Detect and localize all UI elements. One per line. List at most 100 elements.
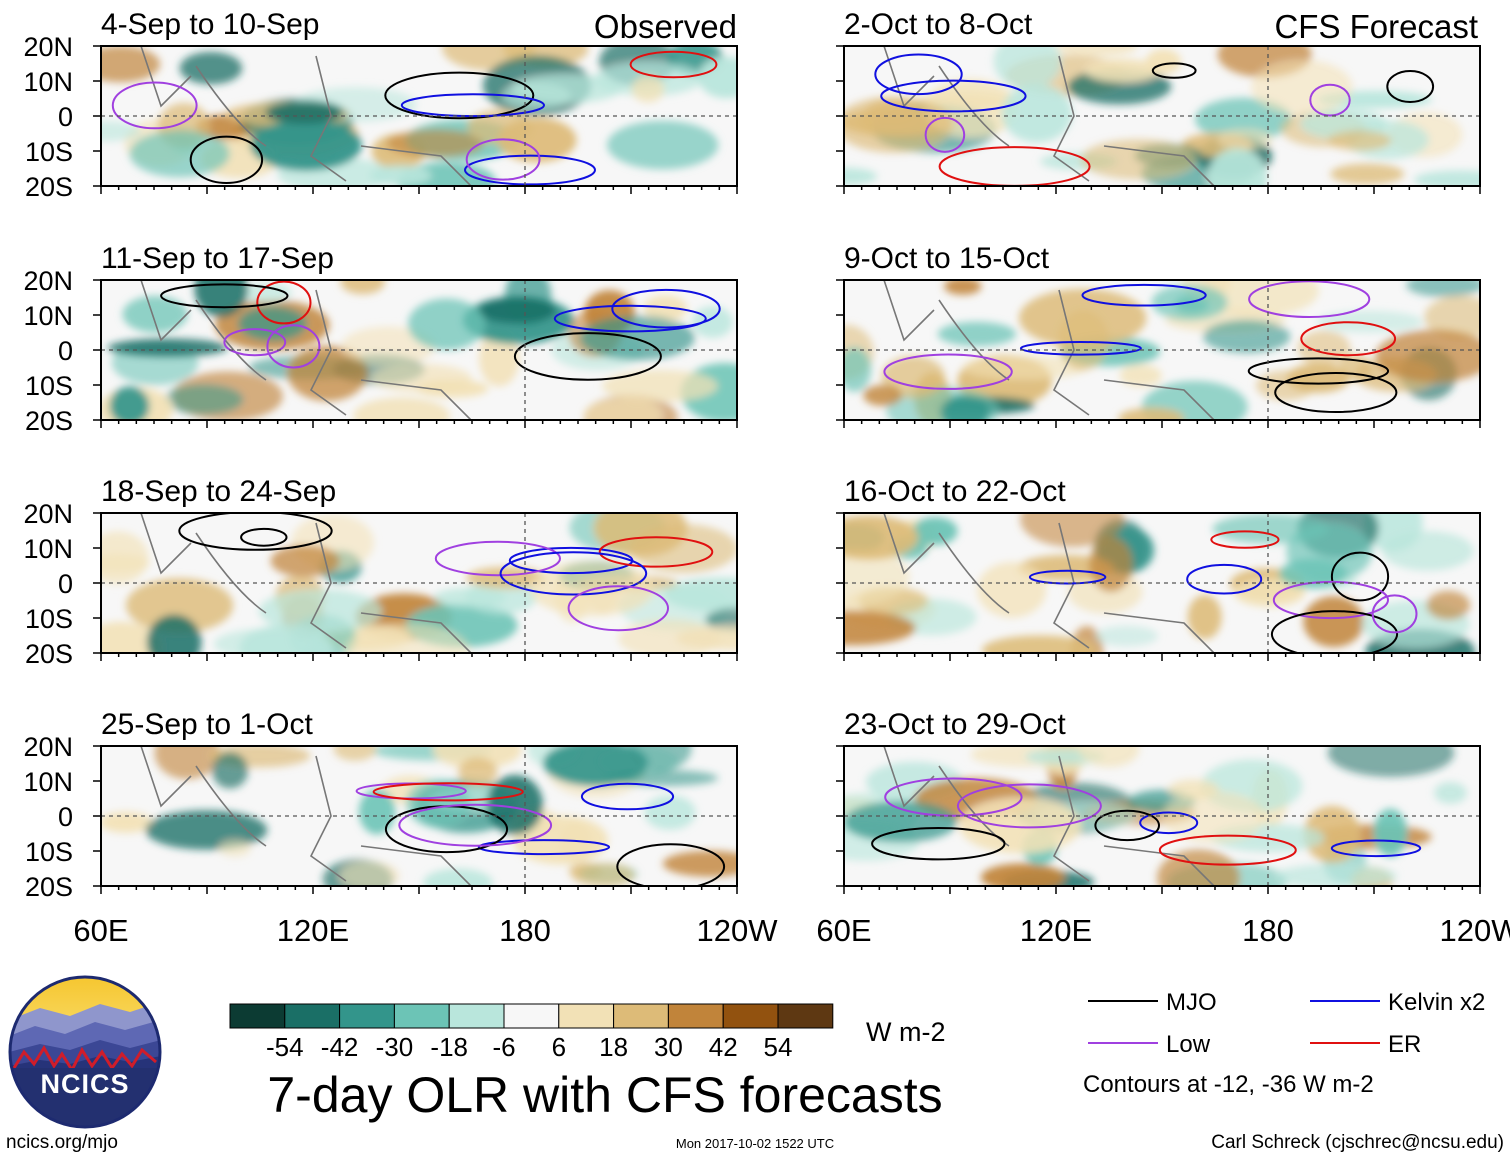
colorbar-label: -30 <box>376 1032 414 1062</box>
colorbar-label: -6 <box>492 1032 515 1062</box>
wave-contours <box>111 50 718 186</box>
y-tick-label: 20N <box>23 499 73 529</box>
y-tick-label: 20S <box>25 172 73 202</box>
wave-contours <box>355 782 726 886</box>
coastlines <box>883 46 1215 186</box>
colorbar-swatch <box>558 1003 615 1029</box>
coastlines <box>140 746 472 886</box>
legend-label: ER <box>1388 1031 1421 1058</box>
colorbar-label: 6 <box>552 1032 566 1062</box>
panel-title: 9-Oct to 15-Oct <box>844 242 1050 275</box>
map-panel: 23-Oct to 29-Oct <box>836 708 1481 894</box>
x-tick-label: 120E <box>277 913 349 948</box>
legend: MJO Kelvin x2 Low ER <box>1088 989 1485 1058</box>
map-panel: 20N 10N 0 10S 20S 25-Sep to 1-Oct <box>23 708 738 902</box>
legend-label: Kelvin x2 <box>1388 989 1485 1016</box>
coastlines <box>883 513 1215 653</box>
colorbar-swatch <box>777 1003 834 1029</box>
y-tick-label: 20N <box>23 266 73 296</box>
colorbar-swatch <box>339 1003 395 1029</box>
olr-anomaly-field <box>844 46 1480 186</box>
panel-title: 2-Oct to 8-Oct <box>844 8 1033 41</box>
map-panel: 20N 10N 0 10S 20S 11-Sep to 17-Sep <box>23 242 738 436</box>
colorbar-label: 42 <box>709 1032 738 1062</box>
forecast-label: CFS Forecast <box>1274 8 1478 45</box>
wave-contours <box>1028 530 1418 653</box>
panel-title: 11-Sep to 17-Sep <box>101 242 334 275</box>
map-panel: 16-Oct to 22-Oct <box>836 475 1481 661</box>
contour-note: Contours at -12, -36 W m-2 <box>1083 1071 1374 1098</box>
panel-title: 4-Sep to 10-Sep <box>101 8 319 41</box>
y-tick-label: 10N <box>23 767 73 797</box>
colorbar-label: 30 <box>654 1032 683 1062</box>
y-tick-label: 10S <box>25 604 73 634</box>
colorbar-label: 54 <box>764 1032 793 1062</box>
olr-anomaly-field <box>844 280 1480 420</box>
coastlines <box>140 280 472 420</box>
colorbar-label: -54 <box>266 1032 304 1062</box>
colorbar-swatch <box>613 1003 669 1029</box>
y-tick-label: 20S <box>25 639 73 669</box>
legend-label: Low <box>1166 1031 1211 1058</box>
colorbar-swatch <box>229 1003 286 1029</box>
x-tick-label: 120E <box>1020 913 1092 948</box>
colorbar: -54 -42 -30 -18 -6 6 18 30 42 54 <box>229 1003 834 1062</box>
x-tick-label: 120W <box>1440 913 1510 948</box>
map-panel: 2-Oct to 8-Oct <box>836 8 1481 194</box>
panel-title: 16-Oct to 22-Oct <box>844 475 1066 508</box>
y-tick-label: 20N <box>23 32 73 62</box>
x-tick-label: 120W <box>697 913 779 948</box>
colorbar-swatch <box>448 1003 505 1029</box>
wave-contours <box>883 280 1398 413</box>
y-tick-label: 0 <box>58 336 73 366</box>
colorbar-swatch <box>503 1003 560 1029</box>
panel-title: 25-Sep to 1-Oct <box>101 708 313 741</box>
y-tick-label: 10N <box>23 67 73 97</box>
panel-title: 18-Sep to 24-Sep <box>101 475 336 508</box>
footer-url[interactable]: ncics.org/mjo <box>6 1132 118 1153</box>
y-tick-label: 20N <box>23 732 73 762</box>
y-tick-label: 0 <box>58 569 73 599</box>
colorbar-label: -18 <box>430 1032 468 1062</box>
colorbar-swatch <box>393 1003 450 1029</box>
units-label: W m-2 <box>866 1017 945 1047</box>
y-tick-label: 10S <box>25 137 73 167</box>
footer-timestamp: Mon 2017-10-02 1522 UTC <box>676 1136 834 1151</box>
y-tick-label: 0 <box>58 802 73 832</box>
olr-anomaly-field <box>101 513 737 653</box>
y-tick-label: 20S <box>25 872 73 902</box>
y-tick-label: 10N <box>23 301 73 331</box>
colorbar-label: 18 <box>599 1032 628 1062</box>
coastlines <box>140 46 472 186</box>
coastlines <box>883 280 1215 420</box>
colorbar-label: -42 <box>321 1032 359 1062</box>
x-tick-label: 60E <box>816 913 871 948</box>
colorbar-swatch <box>284 1003 341 1029</box>
y-tick-label: 10N <box>23 534 73 564</box>
map-panel: 9-Oct to 15-Oct <box>836 242 1481 428</box>
figure-title: 7-day OLR with CFS forecasts <box>267 1067 942 1123</box>
wave-contours <box>871 777 1422 866</box>
legend-label: MJO <box>1166 989 1217 1016</box>
wave-contours <box>178 513 714 632</box>
colorbar-swatch <box>722 1003 779 1029</box>
x-tick-label: 180 <box>499 913 551 948</box>
map-panel: 20N 10N 0 10S 20S 18-Sep to 24-Sep <box>23 475 738 669</box>
x-tick-label: 180 <box>1242 913 1294 948</box>
ncics-logo: NCICS <box>8 975 162 1129</box>
y-tick-label: 10S <box>25 371 73 401</box>
x-tick-label: 60E <box>73 913 128 948</box>
olr-anomaly-field <box>844 746 1467 886</box>
wave-contours <box>160 280 721 381</box>
colorbar-swatch <box>667 1003 724 1029</box>
y-tick-label: 0 <box>58 102 73 132</box>
footer-credit: Carl Schreck (cjschrec@ncsu.edu) <box>1211 1132 1504 1153</box>
map-panel: 20N 10N 0 10S 20S 4-Sep to 10-Sep <box>23 8 738 202</box>
y-tick-label: 10S <box>25 837 73 867</box>
olr-anomaly-field <box>844 513 1476 653</box>
wave-contours <box>874 53 1435 186</box>
observed-label: Observed <box>594 8 737 45</box>
x-axis-labels: 60E 120E 180 120W 60E 120E 180 120W <box>73 913 1510 948</box>
